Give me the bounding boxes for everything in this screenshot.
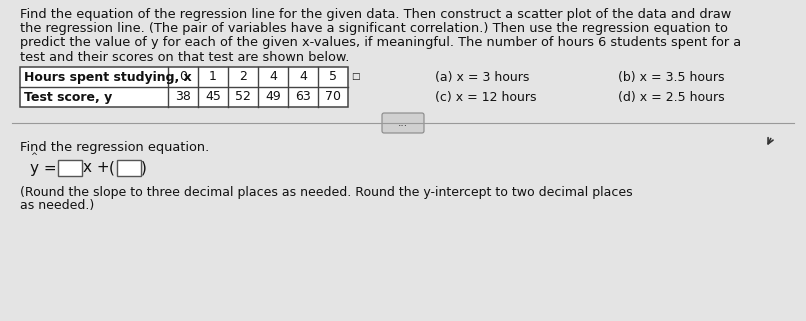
Text: 38: 38 — [175, 91, 191, 103]
Text: 63: 63 — [295, 91, 311, 103]
Text: y =: y = — [30, 160, 56, 176]
Text: Find the equation of the regression line for the given data. Then construct a sc: Find the equation of the regression line… — [20, 8, 731, 21]
Text: 5: 5 — [329, 71, 337, 83]
Text: the regression line. (The pair of variables have a significant correlation.) The: the regression line. (The pair of variab… — [20, 22, 728, 35]
Text: ): ) — [141, 160, 147, 176]
Text: 52: 52 — [235, 91, 251, 103]
Text: ^: ^ — [30, 152, 37, 161]
Bar — [20, 67, 348, 107]
Text: (c) x = 12 hours: (c) x = 12 hours — [435, 91, 537, 103]
Text: Find the regression equation.: Find the regression equation. — [20, 141, 210, 154]
Text: predict the value of y for each of the given x-values, if meaningful. The number: predict the value of y for each of the g… — [20, 36, 742, 49]
Text: (d) x = 2.5 hours: (d) x = 2.5 hours — [618, 91, 725, 103]
Text: 4: 4 — [299, 71, 307, 83]
Text: ...: ... — [398, 118, 408, 128]
Text: (: ( — [109, 160, 115, 176]
Text: □: □ — [351, 73, 359, 82]
Text: x +: x + — [83, 160, 110, 176]
Text: 0: 0 — [179, 71, 187, 83]
Text: 4: 4 — [269, 71, 277, 83]
FancyBboxPatch shape — [382, 113, 424, 133]
Text: 45: 45 — [205, 91, 221, 103]
Text: 49: 49 — [265, 91, 280, 103]
Bar — [58, 160, 82, 176]
Text: 1: 1 — [209, 71, 217, 83]
Bar — [20, 67, 348, 107]
Text: (a) x = 3 hours: (a) x = 3 hours — [435, 71, 530, 83]
Text: 70: 70 — [325, 91, 341, 103]
Text: test and their scores on that test are shown below.: test and their scores on that test are s… — [20, 51, 349, 64]
Text: Hours spent studying, x: Hours spent studying, x — [24, 71, 192, 83]
Text: as needed.): as needed.) — [20, 199, 94, 213]
Text: Test score, y: Test score, y — [24, 91, 112, 103]
Text: (b) x = 3.5 hours: (b) x = 3.5 hours — [618, 71, 725, 83]
Text: 2: 2 — [239, 71, 247, 83]
Text: (Round the slope to three decimal places as needed. Round the y-intercept to two: (Round the slope to three decimal places… — [20, 186, 633, 199]
Bar — [117, 160, 141, 176]
